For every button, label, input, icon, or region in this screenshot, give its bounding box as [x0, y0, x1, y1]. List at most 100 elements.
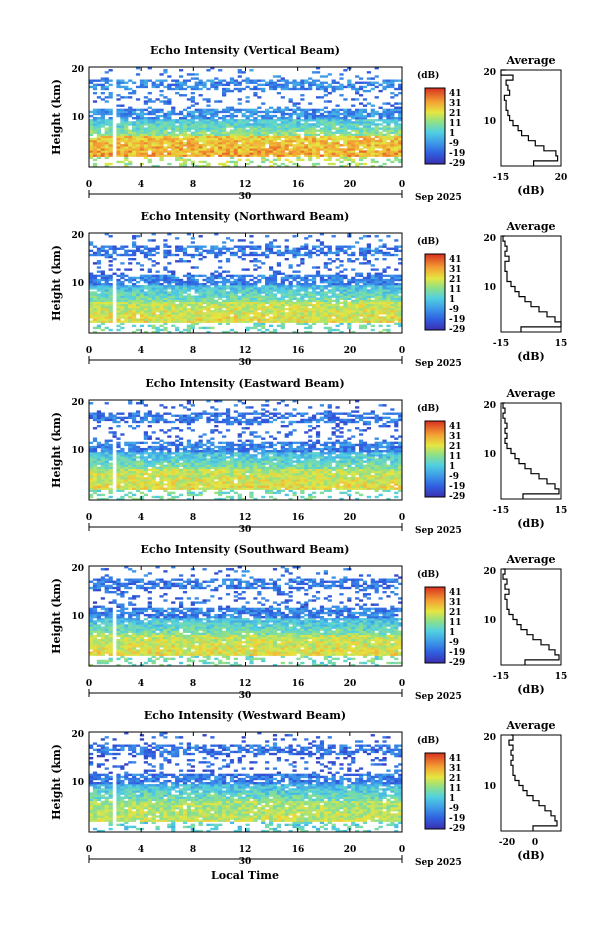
heatmap-cell [292, 251, 297, 255]
heatmap-cell [300, 114, 305, 118]
heatmap-cell [104, 245, 109, 248]
heatmap-cell [319, 139, 325, 143]
heatmap-cell [135, 249, 141, 253]
heatmap-cell [378, 114, 383, 118]
heatmap-cell [319, 85, 325, 89]
heatmap-cell [124, 303, 129, 307]
heatmap-cell [382, 310, 387, 313]
heatmap-cell [229, 137, 235, 141]
heatmap-cell [120, 146, 125, 149]
heatmap-cell [245, 146, 250, 149]
heatmap-cell [284, 133, 289, 137]
heatmap-cell [155, 274, 160, 278]
heatmap-cell [233, 123, 238, 126]
heatmap-cell [171, 110, 176, 114]
heatmap-cell [272, 303, 278, 307]
heatmap-cell [300, 285, 305, 288]
heatmap-cell [300, 125, 305, 128]
heatmap-cell [374, 150, 379, 153]
heatmap-cell [394, 268, 399, 271]
heatmap-cell [370, 152, 375, 155]
heatmap-cell [206, 485, 211, 488]
heatmap-cell [245, 299, 250, 303]
heatmap-cell [366, 299, 371, 303]
heatmap-cell [300, 303, 305, 307]
heatmap-cell [128, 137, 133, 141]
heatmap-cell [198, 314, 203, 317]
heatmap-cell [225, 81, 231, 84]
heatmap-cell [378, 479, 383, 482]
heatmap-cell [194, 287, 199, 290]
heatmap-cell [366, 135, 371, 139]
heatmap-cell [237, 148, 242, 151]
heatmap-cell [96, 129, 102, 132]
heatmap-cell [257, 83, 262, 87]
heatmap-cell [284, 85, 289, 89]
heatmap-cell [237, 121, 242, 124]
heatmap-cell [335, 312, 340, 315]
heatmap-cell [284, 481, 289, 484]
heatmap-cell [233, 251, 238, 255]
heatmap-cell [249, 129, 254, 132]
heatmap-cell [292, 276, 297, 280]
heatmap-cell [96, 283, 102, 286]
heatmap-cell [335, 129, 340, 132]
heatmap-cell [331, 152, 336, 155]
heatmap-cell [300, 299, 305, 303]
heatmap-cell [257, 479, 262, 482]
heatmap-cell [178, 117, 184, 120]
heatmap-cell [296, 310, 301, 313]
heatmap-cell [347, 485, 352, 488]
heatmap-cell [347, 142, 352, 145]
heatmap-cell [186, 123, 192, 126]
heatmap-cell [382, 485, 387, 488]
heatmap-cell [366, 295, 371, 298]
heatmap-cell [382, 274, 387, 278]
heatmap-cell [296, 322, 301, 325]
heatmap-cell [315, 121, 321, 124]
heatmap-cell [339, 127, 344, 130]
heatmap-cell [186, 479, 192, 482]
heatmap-cell [155, 245, 160, 248]
heatmap-cell [182, 160, 188, 164]
heatmap-cell [382, 148, 387, 151]
heatmap-cell [296, 83, 301, 87]
heatmap-cell [284, 487, 289, 490]
heatmap-cell [265, 255, 270, 259]
heatmap-cell [182, 328, 188, 332]
heatmap-cell [128, 152, 133, 155]
heatmap-cell [366, 81, 371, 84]
heatmap-cell [308, 253, 313, 257]
heatmap-cell [378, 139, 383, 143]
heatmap-cell [222, 278, 227, 282]
heatmap-cell [178, 249, 184, 253]
heatmap-cell [241, 481, 246, 484]
heatmap-cell [284, 285, 289, 288]
heatmap-cell [296, 152, 301, 155]
heatmap-cell [139, 152, 145, 155]
heatmap-cell [96, 154, 102, 157]
heatmap-cell [331, 291, 336, 294]
heatmap-cell [124, 156, 129, 159]
heatmap-cell [284, 493, 289, 497]
heatmap-cell [249, 299, 254, 303]
heatmap-cell [398, 312, 403, 315]
heatmap-cell [202, 110, 207, 114]
heatmap-cell [198, 483, 203, 486]
heatmap-cell [374, 289, 379, 292]
heatmap-cell [265, 139, 270, 143]
heatmap-cell [163, 328, 168, 332]
heatmap-cell [155, 108, 160, 112]
heatmap-cell [319, 154, 325, 157]
heatmap-cell [233, 289, 238, 292]
heatmap-cell [288, 479, 293, 482]
heatmap-cell [390, 152, 395, 155]
heatmap-cell [288, 249, 293, 253]
heatmap-cell [214, 139, 219, 143]
heatmap-cell [319, 108, 325, 112]
heatmap-cell [394, 142, 399, 145]
heatmap-cell [128, 293, 133, 296]
heatmap-cell [394, 129, 399, 132]
heatmap-cell [300, 79, 305, 82]
heatmap-cell [108, 137, 113, 141]
